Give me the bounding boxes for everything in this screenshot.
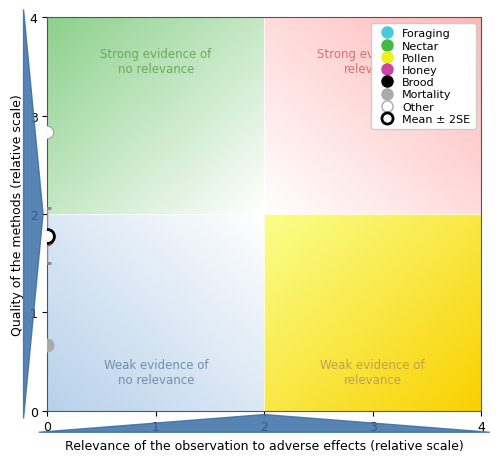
X-axis label: Relevance of the observation to adverse effects (relative scale): Relevance of the observation to adverse … [65, 439, 464, 452]
Y-axis label: Quality of the methods (relative scale): Quality of the methods (relative scale) [11, 94, 24, 335]
Point [44, 129, 52, 137]
Text: Strong evidence of
relevance: Strong evidence of relevance [317, 48, 428, 75]
Legend: Foraging, Nectar, Pollen, Honey, Brood, Mortality, Other, Mean ± 2SE: Foraging, Nectar, Pollen, Honey, Brood, … [371, 24, 476, 130]
Polygon shape [24, 10, 43, 419]
Point [44, 235, 52, 243]
Point [44, 341, 52, 349]
Polygon shape [38, 415, 490, 432]
Text: Weak evidence of
no relevance: Weak evidence of no relevance [104, 358, 208, 386]
Text: Strong evidence of
no relevance: Strong evidence of no relevance [100, 48, 212, 75]
Text: Weak evidence of
relevance: Weak evidence of relevance [320, 358, 425, 386]
